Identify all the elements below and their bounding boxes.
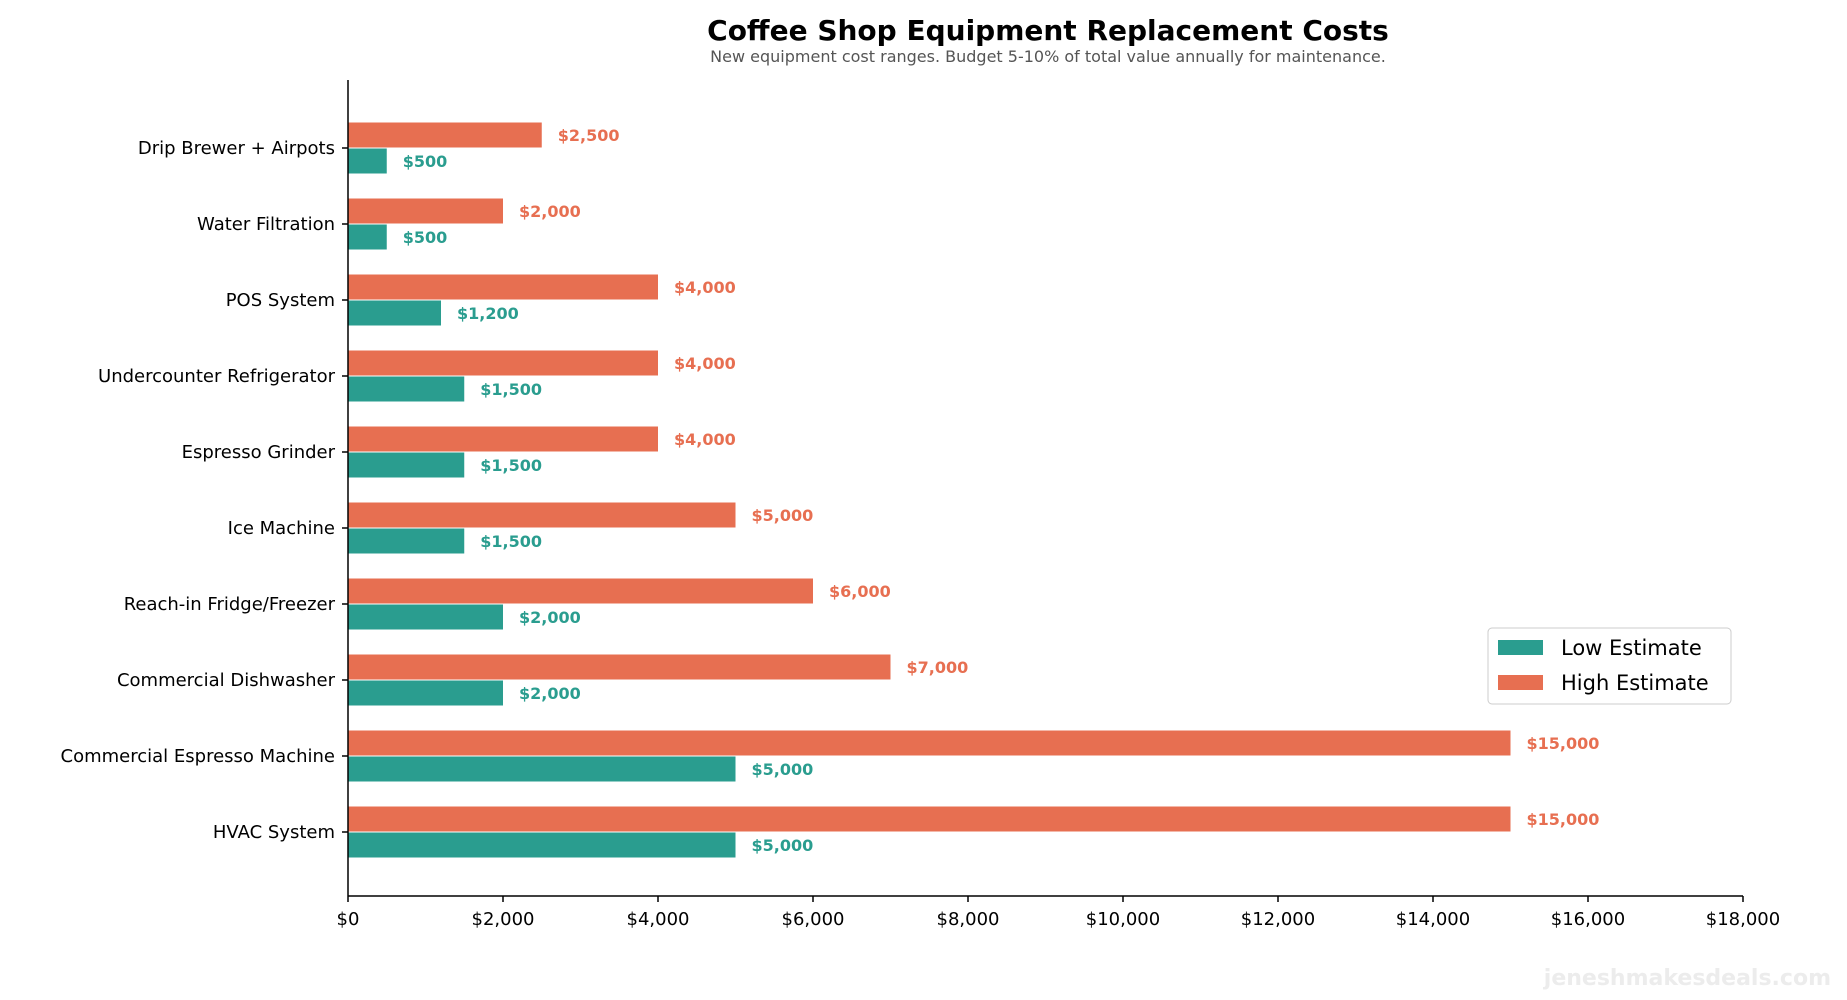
high-estimate-bar [348,426,658,452]
x-tick-label: $12,000 [1241,909,1315,930]
low-value-label: $500 [403,152,448,171]
high-estimate-bar [348,578,813,604]
low-value-label: $1,200 [457,304,519,323]
high-value-label: $5,000 [752,506,814,525]
category-label: HVAC System [213,822,335,843]
high-value-label: $4,000 [674,278,736,297]
legend-swatch-low [1498,640,1543,655]
high-estimate-bar [348,274,658,300]
high-estimate-bar [348,654,891,680]
x-tick-label: $18,000 [1706,909,1780,930]
legend-box [1487,627,1732,705]
high-value-label: $7,000 [907,658,969,677]
legend-label-low: Low Estimate [1561,636,1702,660]
legend-label-high: High Estimate [1561,671,1709,695]
low-estimate-bar [348,680,503,706]
low-estimate-bar [348,300,441,326]
low-estimate-bar [348,376,465,402]
x-tick-label: $16,000 [1551,909,1625,930]
low-value-label: $2,000 [519,608,581,627]
x-tick-label: $4,000 [627,909,690,930]
low-estimate-bar [348,756,736,782]
high-value-label: $4,000 [674,430,736,449]
category-label: Reach-in Fridge/Freezer [124,594,336,615]
legend-swatch-high [1498,675,1543,690]
low-value-label: $1,500 [480,380,542,399]
low-estimate-bar [348,832,736,858]
low-value-label: $1,500 [480,532,542,551]
category-label: Commercial Dishwasher [117,670,336,691]
low-estimate-bar [348,604,503,630]
category-label: Undercounter Refrigerator [98,366,336,387]
x-tick-label: $8,000 [937,909,1000,930]
low-value-label: $500 [403,228,448,247]
watermark: jeneshmakesdeals.com [1543,966,1831,991]
x-tick-label: $2,000 [472,909,535,930]
low-value-label: $2,000 [519,684,581,703]
legend: Low Estimate High Estimate [1487,627,1732,705]
high-estimate-bar [348,730,1511,756]
low-estimate-bar [348,224,387,250]
chart-title: Coffee Shop Equipment Replacement Costs [707,14,1389,47]
low-estimate-bar [348,148,387,174]
high-value-label: $2,000 [519,202,581,221]
low-value-label: $5,000 [752,760,814,779]
x-tick-label: $10,000 [1086,909,1160,930]
low-estimate-bar [348,528,465,554]
low-estimate-bar [348,452,465,478]
high-estimate-bar [348,806,1511,832]
low-value-label: $1,500 [480,456,542,475]
low-value-label: $5,000 [752,836,814,855]
category-label: POS System [226,290,335,311]
category-label: Ice Machine [228,518,335,539]
chart-subtitle: New equipment cost ranges. Budget 5-10% … [710,47,1386,66]
high-estimate-bar [348,122,542,148]
high-value-label: $15,000 [1527,810,1600,829]
category-label: Drip Brewer + Airpots [138,138,335,159]
high-value-label: $15,000 [1527,734,1600,753]
x-tick-label: $14,000 [1396,909,1470,930]
high-value-label: $2,500 [558,126,620,145]
high-estimate-bar [348,198,503,224]
x-tick-label: $6,000 [782,909,845,930]
high-value-label: $6,000 [829,582,891,601]
category-label: Water Filtration [197,214,335,235]
high-estimate-bar [348,350,658,376]
category-label: Espresso Grinder [182,442,336,463]
high-estimate-bar [348,502,736,528]
high-value-label: $4,000 [674,354,736,373]
x-tick-label: $0 [337,909,360,930]
category-label: Commercial Espresso Machine [61,746,335,767]
